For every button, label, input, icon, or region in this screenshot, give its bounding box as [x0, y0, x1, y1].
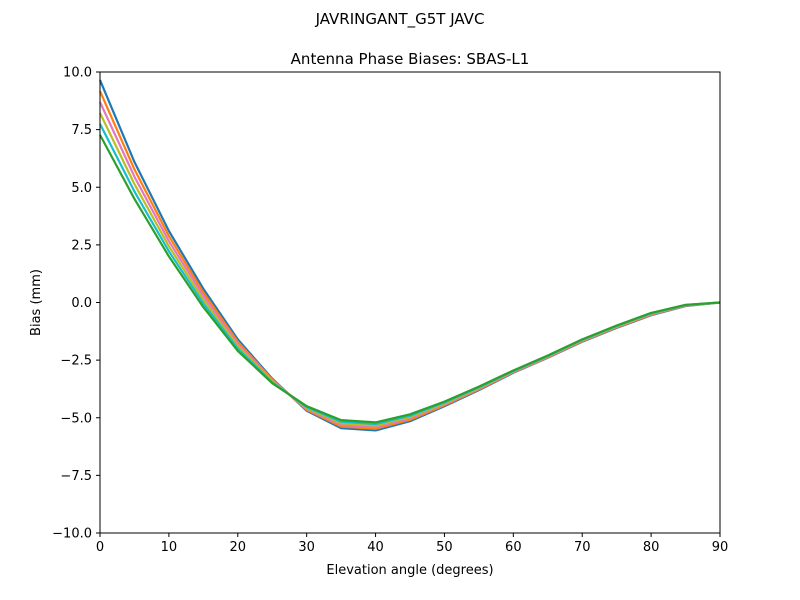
x-tick-label: 80: [643, 540, 660, 555]
y-tick-label: −7.5: [60, 469, 92, 484]
y-tick-label: 10.0: [63, 66, 92, 81]
series-line-1: [98, 90, 721, 430]
y-tick-label: 0.0: [71, 296, 92, 311]
plot-frame: [99, 71, 721, 534]
x-tick-label: 30: [298, 540, 315, 555]
chart-title: Antenna Phase Biases: SBAS-L1: [291, 50, 530, 68]
axis-ticks: 0 10 20 30 40 50 60 70 80 90 −10.0 −7.5 −5.0 −2.5 0.0 2…: [52, 66, 728, 556]
series-line-2: [99, 101, 721, 429]
suptitle: JAVRINGANT_G5T JAVC: [315, 10, 485, 29]
y-tick-label: −5.0: [60, 411, 92, 426]
x-tick-label: 20: [230, 540, 247, 555]
x-tick-label: 40: [367, 540, 384, 555]
x-tick-label: 50: [436, 540, 453, 555]
x-tick-label: 90: [712, 540, 729, 555]
x-tick-label: 10: [161, 540, 178, 555]
x-tick-label: 70: [574, 540, 591, 555]
y-axis-label: Bias (mm): [29, 269, 44, 336]
series-lines: [98, 79, 721, 432]
y-tick-label: 5.0: [71, 181, 92, 196]
y-tick-label: −10.0: [52, 527, 92, 542]
x-axis-label: Elevation angle (degrees): [326, 563, 493, 578]
y-tick-label: −2.5: [60, 354, 92, 369]
y-tick-label: 2.5: [71, 238, 92, 253]
x-tick-label: 60: [505, 540, 522, 555]
series-line-5: [99, 134, 721, 424]
x-tick-label: 0: [96, 540, 104, 555]
y-tick-label: 7.5: [71, 123, 92, 138]
series-line-0: [98, 79, 721, 432]
